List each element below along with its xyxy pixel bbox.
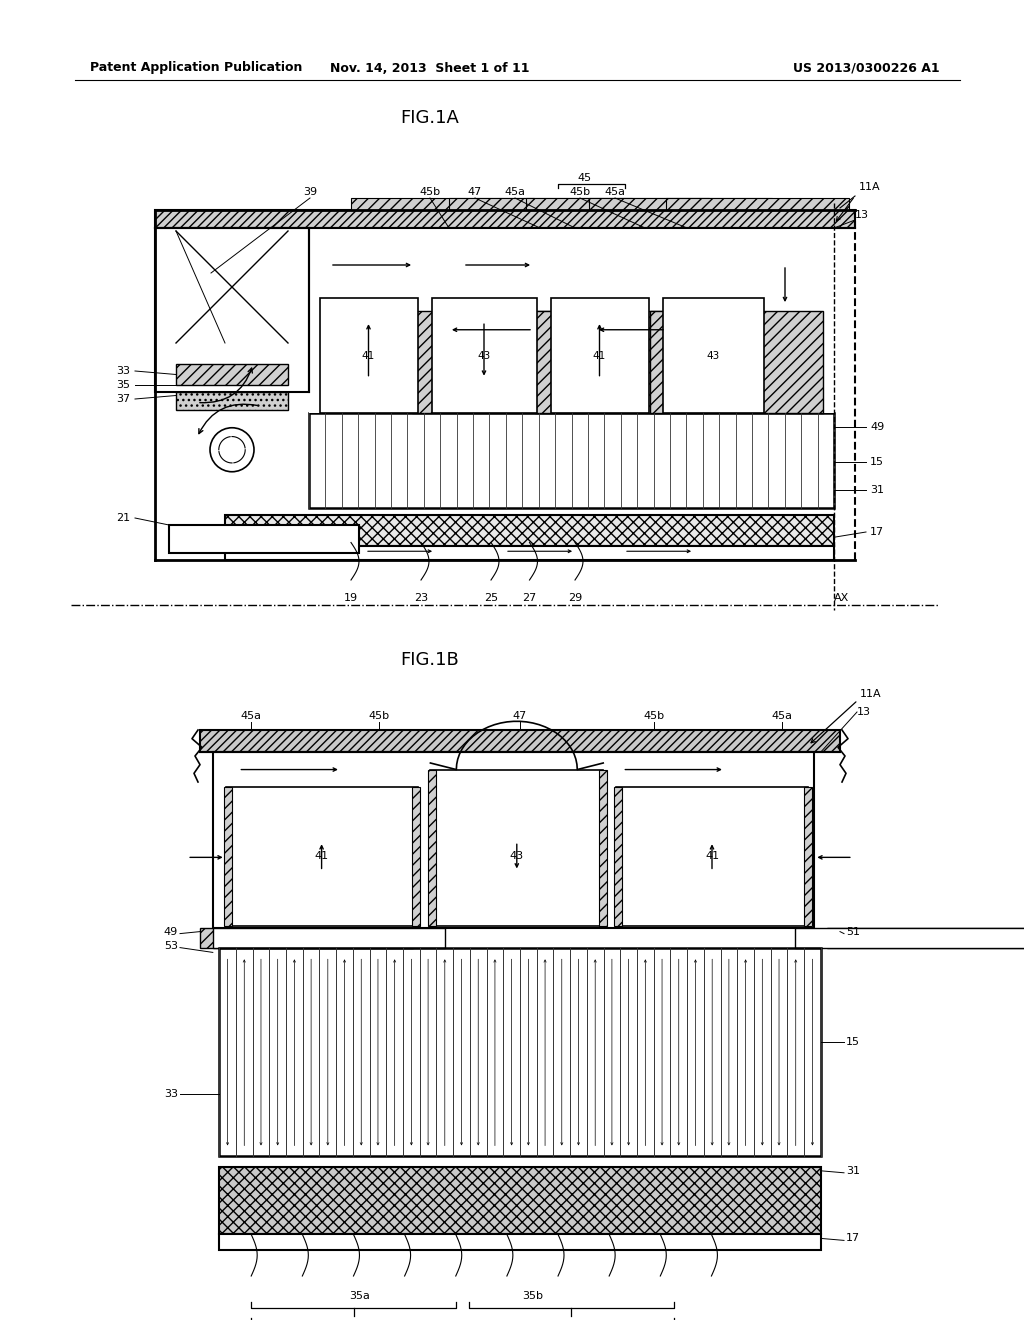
Text: FIG.1B: FIG.1B <box>400 651 460 669</box>
Text: FIG.1A: FIG.1A <box>400 110 460 127</box>
Text: 45b: 45b <box>644 711 665 721</box>
Text: 51: 51 <box>846 927 860 937</box>
Bar <box>176 364 288 385</box>
Bar <box>796 928 1024 948</box>
Text: 25: 25 <box>484 593 498 603</box>
Text: 21: 21 <box>116 513 130 523</box>
Bar <box>219 1167 821 1234</box>
Bar <box>526 198 709 210</box>
Text: 45b: 45b <box>420 187 440 197</box>
Bar <box>663 298 764 413</box>
Text: 33: 33 <box>116 366 130 376</box>
Text: 11A: 11A <box>860 689 882 700</box>
Text: 37: 37 <box>116 393 130 404</box>
Bar <box>616 787 808 925</box>
Text: 35b: 35b <box>522 1291 544 1302</box>
Bar <box>413 312 585 413</box>
Text: 47: 47 <box>513 711 527 721</box>
Text: 17: 17 <box>870 527 884 537</box>
Bar <box>219 948 821 1156</box>
Text: 45a: 45a <box>241 711 262 721</box>
Text: 15: 15 <box>870 457 884 467</box>
Text: 17: 17 <box>846 1233 860 1243</box>
Text: 35: 35 <box>116 380 130 389</box>
Bar <box>412 787 420 925</box>
Text: Patent Application Publication: Patent Application Publication <box>90 62 302 74</box>
Text: 43: 43 <box>477 351 490 360</box>
Text: 43: 43 <box>707 351 720 360</box>
Text: US 2013/0300226 A1: US 2013/0300226 A1 <box>794 62 940 74</box>
Bar <box>827 928 1024 948</box>
Text: 49: 49 <box>164 927 178 937</box>
Bar <box>219 1234 821 1250</box>
Bar <box>319 298 418 413</box>
Text: 33: 33 <box>164 1089 178 1100</box>
Text: 35a: 35a <box>349 1291 371 1302</box>
Bar <box>535 312 708 413</box>
Text: 53: 53 <box>164 941 178 950</box>
Bar <box>589 198 772 210</box>
Bar <box>309 413 834 507</box>
Text: 41: 41 <box>593 351 606 360</box>
Text: 45b: 45b <box>569 187 591 197</box>
Text: 31: 31 <box>870 484 884 495</box>
Bar <box>200 928 413 948</box>
Bar <box>213 928 444 948</box>
Bar <box>428 770 436 925</box>
Text: 45b: 45b <box>369 711 390 721</box>
Bar <box>176 392 288 409</box>
Bar <box>169 525 359 553</box>
Text: 27: 27 <box>522 593 537 603</box>
Text: 15: 15 <box>846 1038 860 1047</box>
Text: 45: 45 <box>578 173 592 183</box>
Text: 29: 29 <box>568 593 582 603</box>
Bar <box>225 546 834 560</box>
Bar <box>200 730 840 752</box>
Text: 45a: 45a <box>505 187 525 197</box>
Bar <box>650 312 822 413</box>
Bar <box>804 787 812 925</box>
Bar <box>223 787 231 925</box>
Text: 49: 49 <box>870 422 885 432</box>
Text: 13: 13 <box>857 708 871 717</box>
Text: 45a: 45a <box>604 187 626 197</box>
Bar <box>213 752 814 928</box>
Text: 19: 19 <box>344 593 358 603</box>
Text: 39: 39 <box>303 187 317 197</box>
Bar <box>449 198 632 210</box>
Text: 45a: 45a <box>772 711 793 721</box>
Text: 31: 31 <box>846 1166 860 1176</box>
Text: 47: 47 <box>468 187 482 197</box>
Bar <box>309 228 834 413</box>
Bar <box>430 770 603 925</box>
Bar <box>614 787 622 925</box>
Text: Nov. 14, 2013  Sheet 1 of 11: Nov. 14, 2013 Sheet 1 of 11 <box>331 62 529 74</box>
Bar <box>551 298 648 413</box>
Text: 41: 41 <box>705 851 719 862</box>
Bar <box>225 787 418 925</box>
Text: AX: AX <box>835 593 850 603</box>
Bar <box>155 210 855 228</box>
Text: 41: 41 <box>361 351 375 360</box>
Text: 13: 13 <box>855 210 869 220</box>
Bar <box>666 198 849 210</box>
Bar <box>599 770 607 925</box>
Text: 41: 41 <box>314 851 329 862</box>
Bar <box>225 515 834 546</box>
Bar <box>155 228 309 392</box>
Bar <box>431 298 537 413</box>
Text: 23: 23 <box>414 593 428 603</box>
Bar <box>351 198 534 210</box>
Text: 43: 43 <box>510 850 524 861</box>
Text: 11A: 11A <box>859 182 881 191</box>
